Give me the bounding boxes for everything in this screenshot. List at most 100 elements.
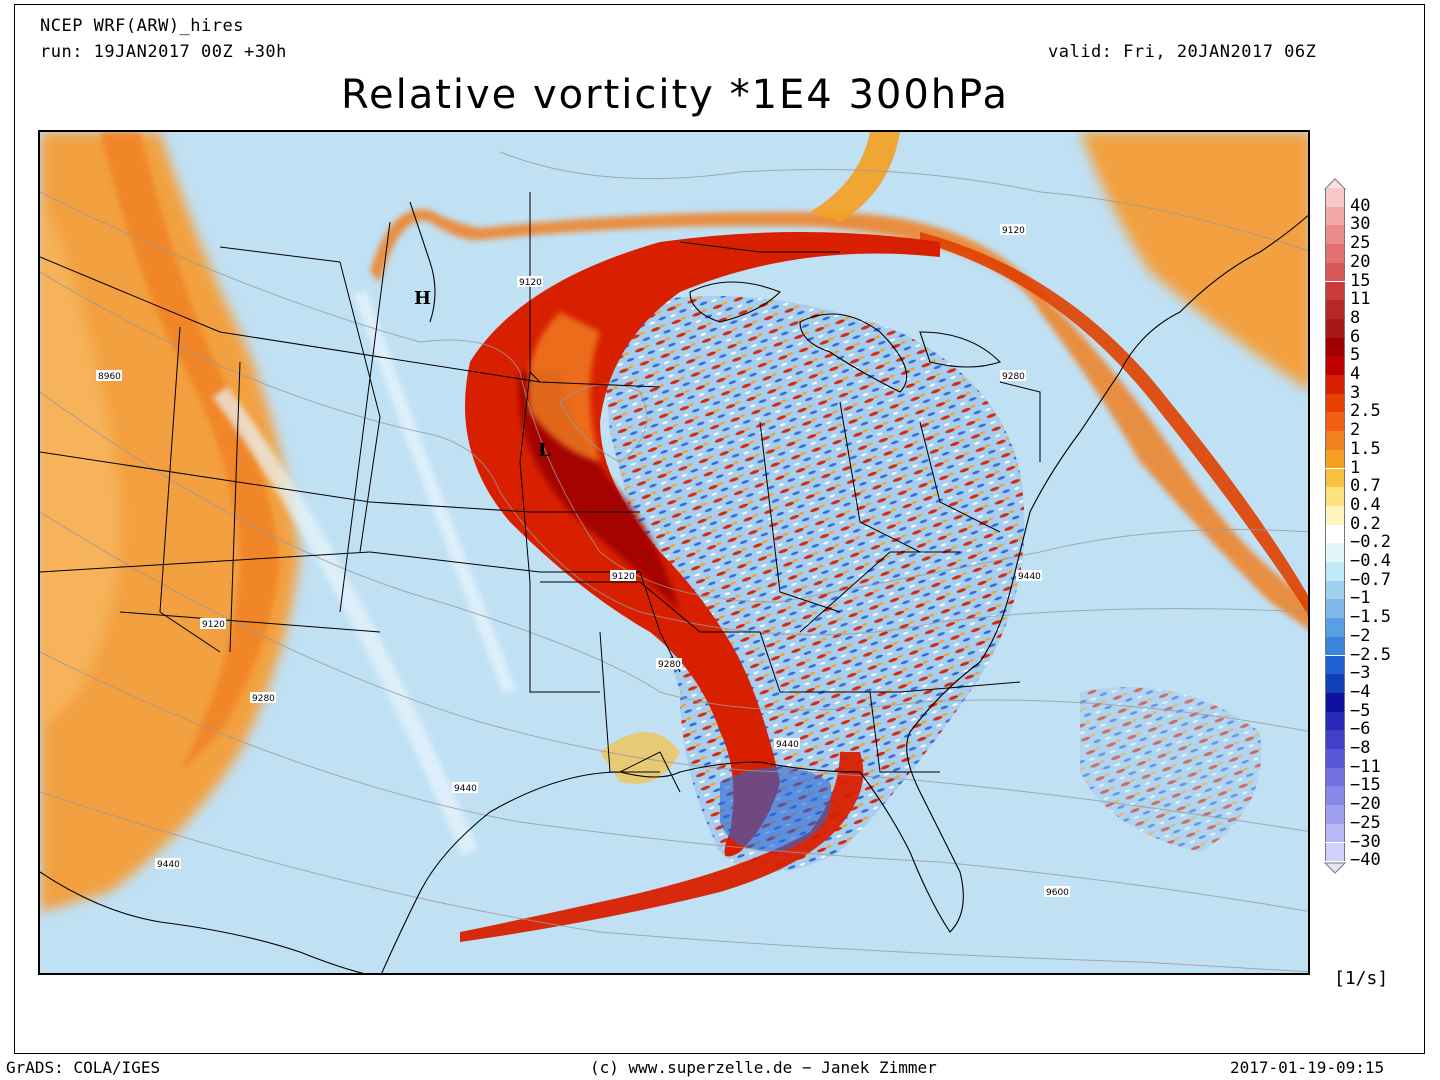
color-legend: 40 30 25 20 15 11 8 6 5 4 3 2.5 2 1.5 1 0.7 0.4 0.2 −0.2 −0… [1322, 178, 1422, 888]
western-band-dark [100, 132, 280, 772]
legend-swatch [1325, 711, 1345, 731]
coastlines [40, 201, 1308, 973]
legend-swatch [1325, 431, 1345, 450]
legend-label: −0.7 [1350, 569, 1391, 590]
legend-swatch [1325, 300, 1345, 319]
legend-label: −25 [1350, 812, 1381, 833]
figure-frame [14, 4, 1425, 1054]
legend-label: 30 [1350, 214, 1371, 235]
legend-swatch [1325, 562, 1345, 581]
contour-label: 9440 [157, 860, 180, 870]
legend-label: 1.5 [1350, 438, 1381, 459]
legend-label: 1 [1350, 457, 1361, 478]
legend-label: 5 [1350, 345, 1361, 366]
legend-swatch [1325, 823, 1345, 843]
legend-label: −15 [1350, 775, 1381, 796]
legend-label: 40 [1350, 195, 1371, 216]
contour-label: 9440 [1018, 572, 1041, 582]
vorticity-map: 8960 9120 9120 9120 9120 9280 9280 9280 … [38, 130, 1310, 975]
legend-swatch [1325, 842, 1345, 862]
light-streak [353, 289, 517, 695]
legend-swatch [1325, 674, 1345, 693]
contour-label: 9280 [252, 694, 275, 704]
legend-label: −1 [1350, 588, 1371, 609]
legend-swatch [1325, 206, 1345, 226]
legend-swatch [1325, 730, 1345, 749]
high-pressure-marker: H [414, 288, 432, 309]
legend-label: −3 [1350, 663, 1371, 684]
model-name: NCEP WRF(ARW)_hires [40, 16, 244, 36]
legend-swatch [1325, 468, 1345, 488]
eastern-speckle [1080, 687, 1262, 852]
convective-speckle-region [600, 296, 1025, 872]
legend-swatch [1325, 281, 1345, 301]
legend-label: −0.2 [1350, 532, 1391, 553]
footer-timestamp: 2017-01-19-09:15 [1230, 1058, 1385, 1077]
gulf-blue-swirl [720, 767, 832, 852]
legend-swatch [1325, 805, 1345, 824]
legend-label: 6 [1350, 326, 1361, 347]
legend-swatch [1325, 543, 1345, 562]
legend-swatch [1325, 655, 1345, 675]
legend-label: −30 [1350, 831, 1381, 852]
legend-label: −2 [1350, 625, 1371, 646]
legend-swatch [1325, 449, 1345, 469]
legend-label: 0.7 [1350, 476, 1381, 497]
legend-label: 15 [1350, 270, 1371, 291]
legend-label: 8 [1350, 307, 1361, 328]
legend-swatch [1325, 356, 1345, 375]
contour-label: 9120 [519, 278, 542, 288]
contour-label: 9120 [1002, 226, 1025, 236]
legend-label: −2.5 [1350, 644, 1391, 665]
legend-swatch [1325, 318, 1345, 338]
political-borders [40, 192, 1041, 793]
legend-label: −8 [1350, 738, 1371, 758]
legend-swatch [1325, 412, 1345, 432]
contour-label: 9440 [776, 740, 799, 750]
legend-label: −11 [1350, 756, 1381, 777]
legend-units: [1/s] [1334, 968, 1389, 989]
legend-label: −6 [1350, 719, 1371, 740]
pacific-band [40, 192, 122, 732]
low-pressure-marker: L [538, 440, 551, 461]
page-title: Relative vorticity *1E4 300hPa [340, 72, 1009, 118]
legend-label: −5 [1350, 700, 1371, 721]
contour-label: 9280 [658, 660, 681, 670]
light-streak [212, 386, 479, 856]
legend-swatch [1325, 262, 1345, 282]
legend-swatch [1325, 393, 1345, 413]
legend-swatch [1325, 580, 1345, 600]
contour-labels: 8960 9120 9120 9120 9120 9280 9280 9280 … [96, 224, 1070, 898]
legend-label: 0.2 [1350, 513, 1381, 534]
legend-label: 11 [1350, 289, 1371, 310]
trough-inner-orange [528, 312, 600, 462]
northern-jet-band [370, 209, 1308, 630]
contour-label: 9600 [1046, 888, 1069, 898]
legend-label: 4 [1350, 364, 1361, 384]
legend-swatch [1325, 618, 1345, 637]
contour-label: 8960 [98, 372, 121, 382]
legend-swatch [1325, 244, 1345, 263]
contour-label: 9280 [1002, 372, 1025, 382]
legend-bottom-arrow [1323, 862, 1347, 874]
legend-swatch [1325, 749, 1345, 768]
legend-swatch [1325, 505, 1345, 525]
legend-label: 3 [1350, 382, 1361, 403]
height-contours [40, 151, 1308, 973]
legend-label: −4 [1350, 681, 1371, 702]
legend-swatch [1325, 487, 1345, 506]
legend-label: 0.4 [1350, 494, 1381, 515]
legend-swatch [1325, 337, 1345, 357]
legend-label: 20 [1350, 251, 1371, 272]
legend-swatch [1325, 225, 1345, 245]
legend-swatch [1325, 636, 1345, 656]
run-time: run: 19JAN2017 00Z +30h [40, 42, 287, 62]
map-canvas: 8960 9120 9120 9120 9120 9280 9280 9280 … [40, 132, 1308, 973]
valid-time: valid: Fri, 20JAN2017 06Z [1048, 42, 1317, 62]
north-band [810, 132, 900, 222]
legend-swatch [1325, 767, 1345, 787]
legend-label: −20 [1350, 794, 1381, 815]
western-vorticity-region [40, 132, 300, 912]
footer-software: GrADS: COLA/IGES [6, 1058, 161, 1077]
legend-swatch [1325, 188, 1345, 207]
